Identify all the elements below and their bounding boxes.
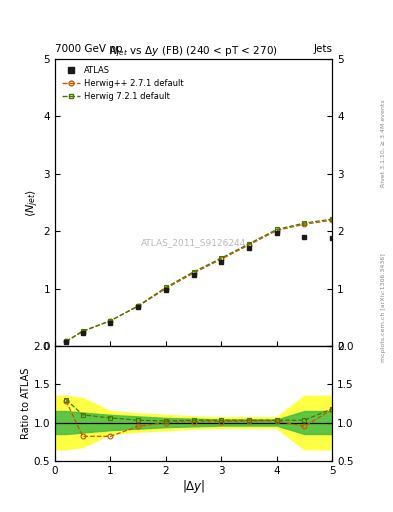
Y-axis label: Ratio to ATLAS: Ratio to ATLAS [21, 368, 31, 439]
Legend: ATLAS, Herwig++ 2.7.1 default, Herwig 7.2.1 default: ATLAS, Herwig++ 2.7.1 default, Herwig 7.… [59, 63, 186, 103]
Text: ATLAS_2011_S9126244: ATLAS_2011_S9126244 [141, 238, 246, 247]
Y-axis label: $\langle N_{jet}\rangle$: $\langle N_{jet}\rangle$ [24, 188, 41, 217]
Text: mcplots.cern.ch [arXiv:1306.3436]: mcplots.cern.ch [arXiv:1306.3436] [381, 253, 386, 361]
Text: Rivet 3.1.10, ≥ 3.4M events: Rivet 3.1.10, ≥ 3.4M events [381, 99, 386, 187]
Text: 7000 GeV pp: 7000 GeV pp [55, 44, 123, 54]
Title: $N_{jet}$ vs $\Delta y$ (FB) (240 < pT < 270): $N_{jet}$ vs $\Delta y$ (FB) (240 < pT <… [109, 45, 278, 59]
Text: Jets: Jets [313, 44, 332, 54]
X-axis label: |$\Delta y$|: |$\Delta y$| [182, 478, 205, 496]
